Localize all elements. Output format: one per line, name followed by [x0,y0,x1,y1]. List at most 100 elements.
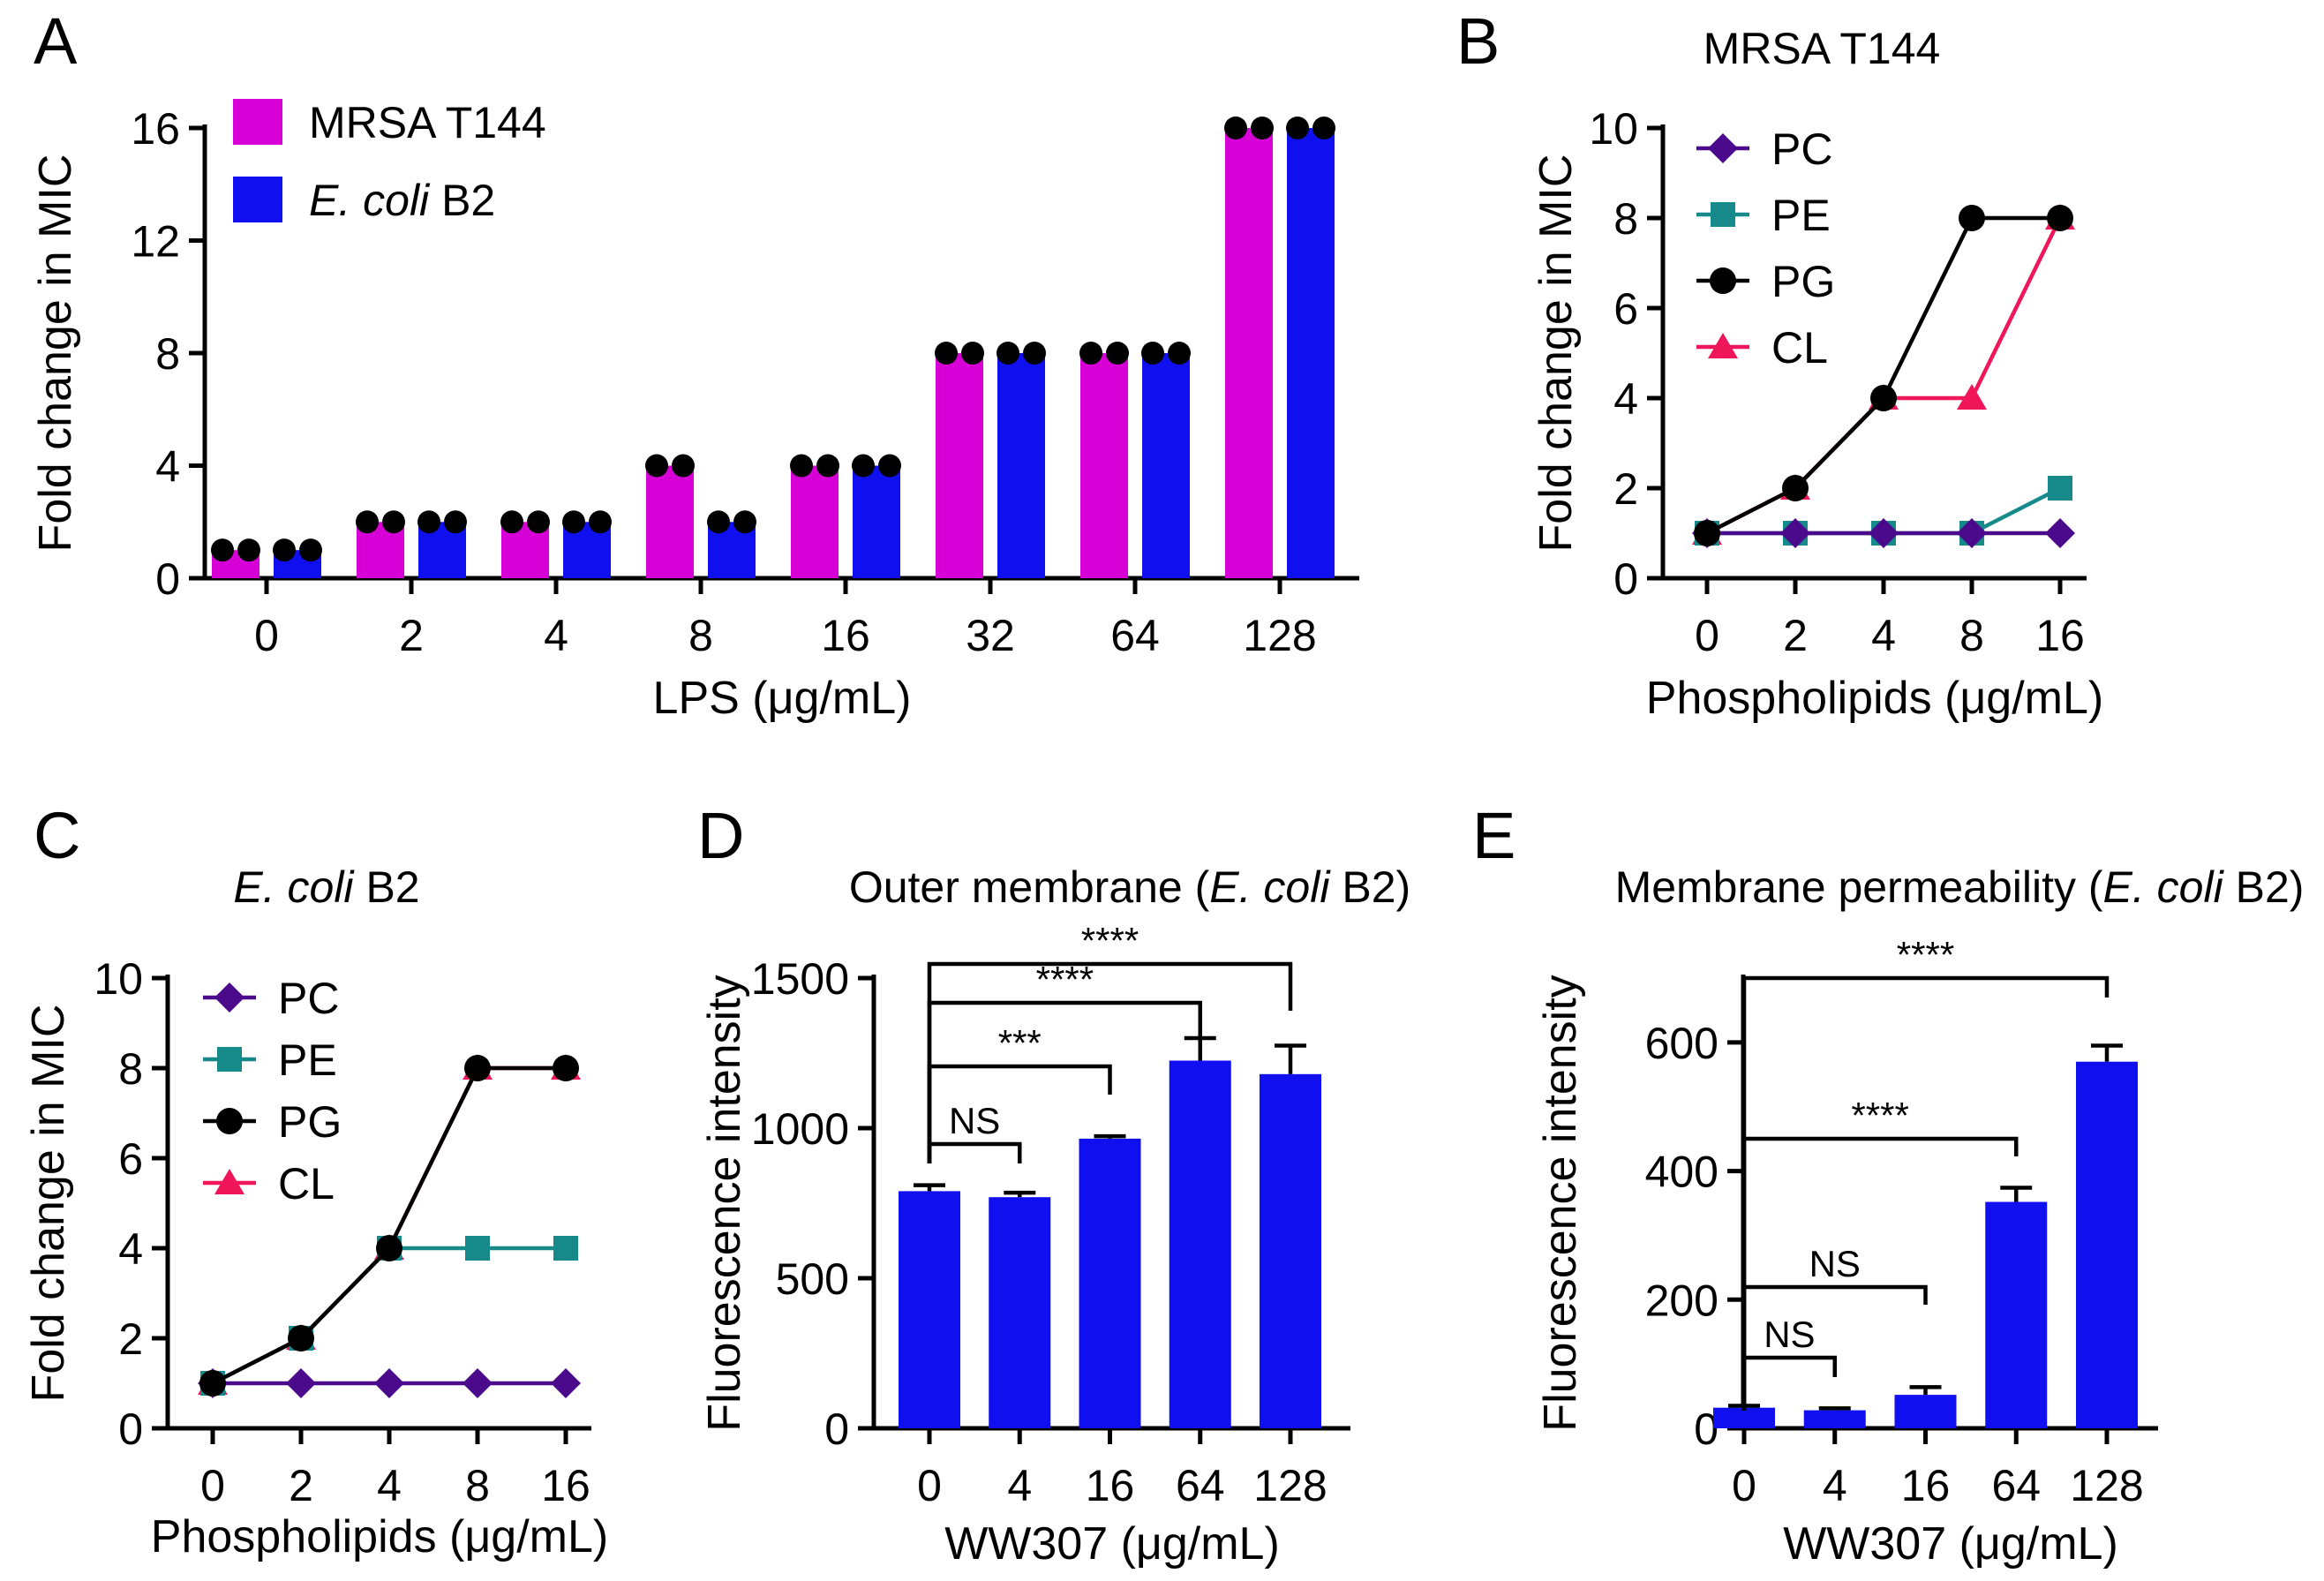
data-point [199,1370,226,1397]
x-tick-label: 4 [377,1461,402,1510]
series-line [211,1246,566,1386]
replicate-dot [527,510,550,534]
significance-bracket [1741,1136,2019,1411]
series-line [211,1065,566,1386]
y-tick-label: 200 [1645,1276,1719,1325]
x-tick-label: 0 [1732,1461,1756,1510]
y-tick-label: 0 [824,1404,849,1454]
replicate-dot [589,510,612,534]
data-point [1782,475,1809,501]
legend-marker [217,1047,242,1072]
replicate-dot [816,454,839,478]
panel-title: Outer membrane (E. coli B2) [849,862,1410,912]
replicate-dot [500,510,523,534]
replicate-dot [1106,342,1129,365]
x-tick-label: 4 [1007,1461,1032,1510]
data-point [1694,520,1720,546]
replicate-dot [672,454,695,478]
significance-bracket [1741,1355,1837,1411]
x-tick-label: 64 [1991,1461,2041,1510]
replicate-dot [273,538,296,562]
replicate-dot [356,510,379,534]
bar [936,353,983,578]
bar [1985,1201,2048,1428]
y-tick-label: 16 [131,104,180,154]
x-tick-label: 0 [200,1461,225,1510]
bar [997,353,1045,578]
x-tick-label: 4 [1823,1461,1847,1510]
y-tick-label: 4 [1613,374,1638,424]
legend-label: PE [278,1035,337,1085]
x-tick-label: 0 [254,611,279,660]
y-tick-label: 2 [1613,464,1638,514]
replicate-dot [562,510,585,534]
legend-marker [1710,267,1736,294]
y-axis-title: Fold change in MIC [23,1005,74,1403]
legend: PC PE PG CL [1696,124,1835,373]
replicate-dot [1224,117,1247,139]
panel-d: D Outer membrane (E. coli B2) 0 500 1000 1500… [697,799,1410,1570]
y-tick-label: 10 [1589,104,1638,154]
panel-letter: E [1472,799,1515,872]
y-tick-label: 4 [118,1224,143,1274]
replicate-dot [935,342,958,365]
y-tick-label: 12 [131,217,180,267]
replicate-dot [852,454,875,478]
replicate-dot [1141,342,1164,365]
data-point [1870,385,1897,411]
x-axis-title: LPS (μg/mL) [653,673,912,724]
y-axis-title: Fold change in MIC [30,154,81,553]
legend-marker [1708,333,1738,358]
panel-letter: A [34,4,78,78]
significance-label: *** [998,1022,1042,1064]
data-point [551,1368,581,1398]
bar [899,1191,960,1428]
x-tick-label: 64 [1110,611,1160,660]
significance-label: NS [1809,1243,1861,1284]
panel-e: E Membrane permeability (E. coli B2) 0 200 4… [1472,799,2304,1570]
replicate-dot [645,454,668,478]
y-tick-label: 10 [94,954,143,1004]
bar [989,1197,1051,1428]
bar [1894,1395,1957,1428]
bar [1803,1410,1866,1428]
bar [791,465,839,578]
x-tick-label: 8 [688,611,713,660]
significance-label: **** [1851,1095,1908,1136]
x-tick-label: 128 [1243,611,1316,660]
legend-swatch [233,177,282,222]
bar [1260,1073,1321,1428]
bar [646,465,694,578]
x-tick-label: 4 [1871,611,1896,660]
x-axis-title: WW307 (μg/mL) [944,1518,1280,1570]
significance-label: **** [1897,934,1954,975]
y-tick-label: 400 [1645,1148,1719,1197]
legend-label: PE [1771,191,1831,240]
legend-marker [214,1169,244,1194]
x-axis-title: Phospholipids (μg/mL) [151,1511,608,1562]
legend-label: PC [1771,124,1832,174]
replicate-dot [1023,342,1046,365]
y-tick-label: 500 [776,1254,849,1304]
bar [853,465,900,578]
significance-label: **** [1081,920,1139,961]
data-point [1780,518,1810,548]
data-point [2045,518,2075,548]
series-line [1705,217,2063,536]
bar [1713,1407,1775,1428]
y-tick-label: 2 [118,1314,143,1364]
x-tick-label: 8 [1959,611,1984,660]
panel-title: MRSA T144 [1704,24,1941,73]
replicate-dot [237,538,260,562]
y-tick-label: 4 [155,442,180,492]
y-tick-label: 1000 [751,1104,849,1154]
bar [1142,353,1190,578]
y-tick-label: 0 [155,554,180,604]
y-axis-title: Fold change in MIC [1531,154,1582,553]
y-tick-label: 0 [118,1404,143,1454]
legend-label: CL [1771,323,1828,373]
legend-label: PG [278,1097,342,1147]
replicate-dot [707,510,730,534]
replicate-dot [997,342,1019,365]
